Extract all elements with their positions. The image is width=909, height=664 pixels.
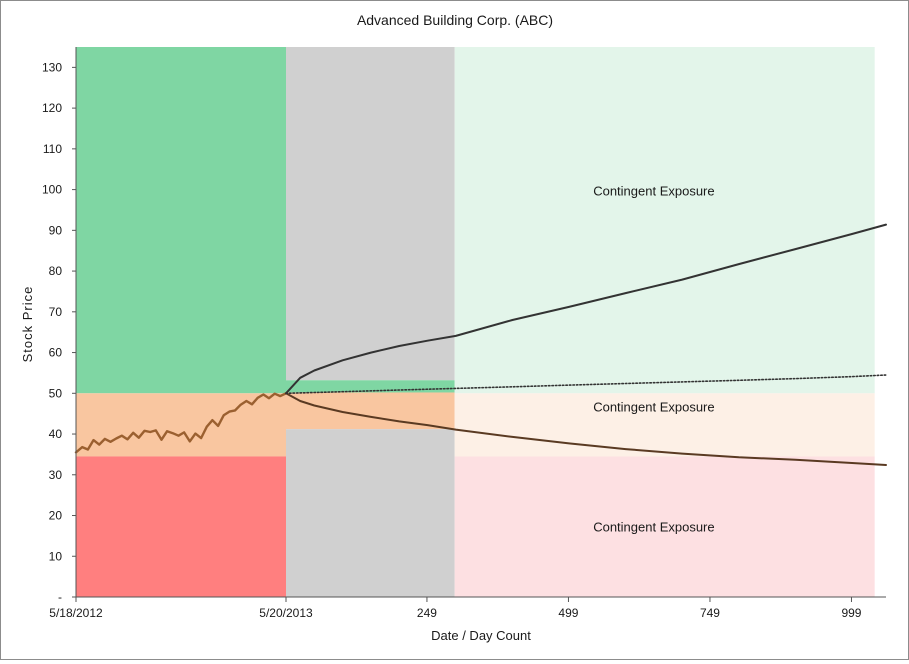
y-tick-label: - — [58, 590, 62, 604]
y-axis-ticks: - 10 20 30 40 50 60 70 80 90 100 110 120 130 — [42, 60, 76, 604]
exposure-region-8 — [454, 393, 875, 457]
chart-title: Advanced Building Corp. (ABC) — [357, 12, 553, 28]
axes: - 10 20 30 40 50 60 70 80 90 100 110 120 130 5/18/201… — [42, 47, 886, 620]
exposure-region-9 — [454, 456, 875, 597]
exposure-region-7 — [454, 47, 875, 394]
y-tick-label: 50 — [49, 386, 63, 400]
series-line-lower-projection — [285, 392, 887, 466]
y-tick-label: 70 — [49, 305, 63, 319]
y-tick-label: 130 — [42, 60, 62, 74]
x-axis-title: Date / Day Count — [431, 628, 531, 643]
y-tick-label: 20 — [49, 509, 63, 523]
zone-annotations: Contingent Exposure Contingent Exposure Co… — [593, 184, 714, 535]
y-axis-title: Stock Price — [20, 286, 35, 363]
x-tick-label: 999 — [841, 606, 861, 620]
x-tick-label: 249 — [417, 606, 437, 620]
exposure-region-5 — [286, 392, 455, 430]
y-tick-label: 60 — [49, 346, 63, 360]
y-tick-label: 10 — [49, 549, 63, 563]
y-tick-label: 120 — [42, 101, 62, 115]
y-tick-label: 30 — [49, 468, 63, 482]
x-tick-label: 749 — [700, 606, 720, 620]
zone-annotation-1: Contingent Exposure — [593, 400, 714, 415]
y-tick-label: 40 — [49, 427, 63, 441]
series-line-historical — [74, 392, 288, 454]
series-line-expected-path — [285, 374, 887, 395]
x-axis-ticks: 5/18/2012 5/20/2013 249 499 749 999 — [49, 597, 862, 620]
y-tick-label: 110 — [43, 142, 62, 156]
zone-annotation-0: Contingent Exposure — [593, 184, 714, 199]
exposure-region-6 — [286, 429, 455, 597]
y-tick-label: 100 — [42, 183, 62, 197]
x-tick-label: 5/20/2013 — [259, 606, 313, 620]
price-series — [74, 223, 887, 466]
x-tick-label: 5/18/2012 — [49, 606, 103, 620]
exposure-region-2 — [76, 456, 286, 597]
zone-annotation-2: Contingent Exposure — [593, 520, 714, 535]
exposure-region-3 — [286, 47, 455, 381]
x-tick-label: 499 — [558, 606, 578, 620]
y-tick-label: 90 — [49, 223, 63, 237]
series-line-upper-projection — [285, 223, 887, 395]
exposure-regions — [76, 47, 875, 597]
y-tick-label: 80 — [49, 264, 63, 278]
exposure-region-0 — [76, 47, 286, 394]
